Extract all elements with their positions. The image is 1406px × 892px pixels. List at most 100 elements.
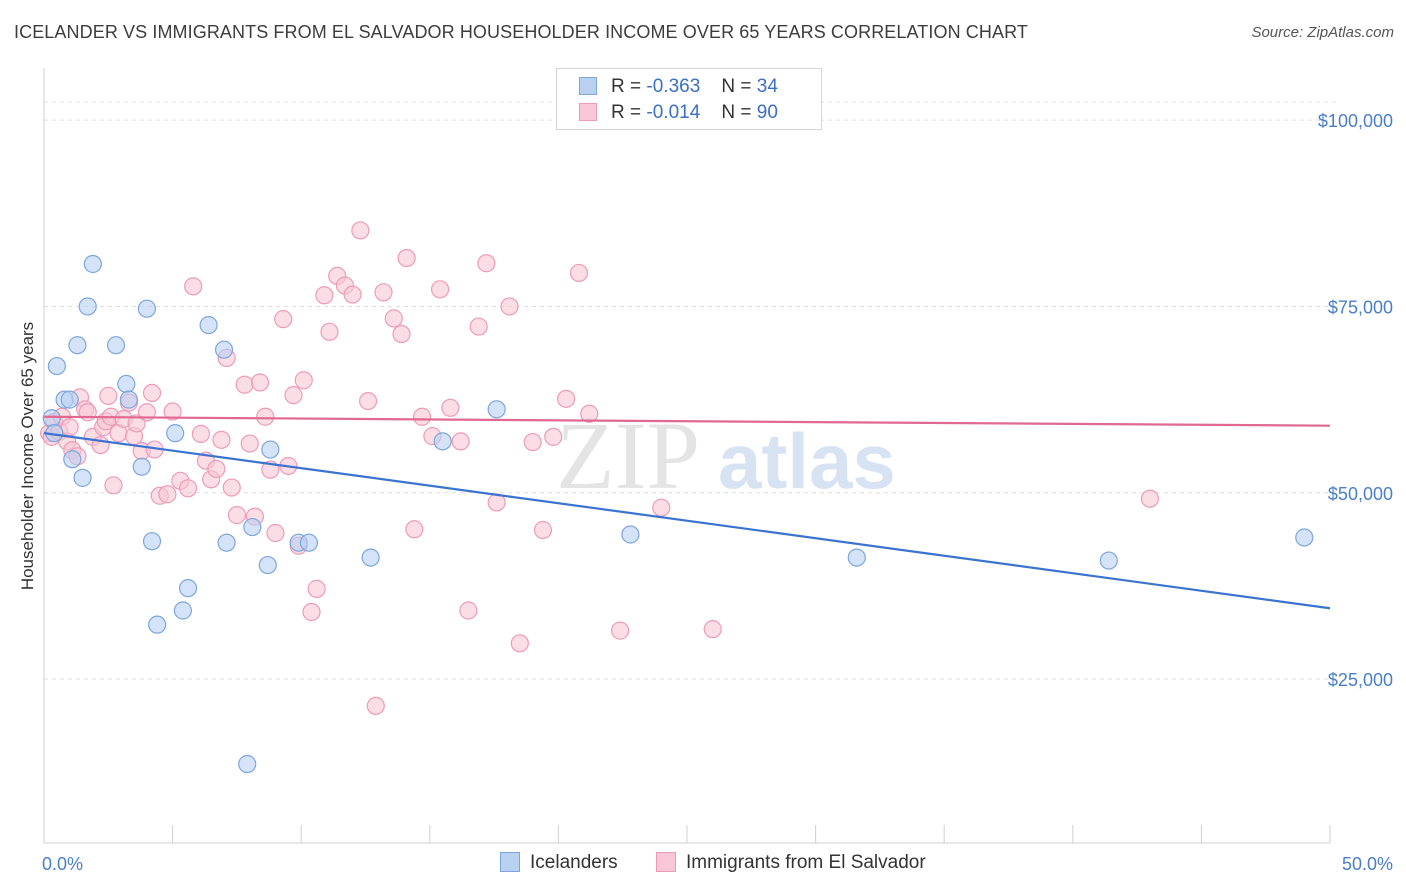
point-icelanders <box>68 336 87 355</box>
x-tick-label: 50.0% <box>1342 854 1393 874</box>
watermark-zip: ZIP <box>556 402 700 509</box>
point-el-salvador <box>374 283 393 302</box>
stats-legend: R = -0.363 N = 34 R = -0.014 N = 90 <box>556 68 822 130</box>
point-el-salvador <box>392 324 411 344</box>
axes <box>43 68 1331 844</box>
point-el-salvador <box>405 520 424 539</box>
point-el-salvador <box>557 389 576 408</box>
point-el-salvador <box>343 285 362 304</box>
point-el-salvador <box>235 375 254 394</box>
point-el-salvador <box>366 696 385 715</box>
x-tick-label: 0.0% <box>42 854 83 874</box>
point-icelanders <box>238 754 257 774</box>
point-el-salvador <box>459 601 478 620</box>
point-el-salvador <box>703 620 722 639</box>
point-icelanders <box>1295 528 1314 547</box>
trend-lines <box>43 415 1331 610</box>
point-el-salvador <box>78 403 97 422</box>
point-el-salvador <box>533 520 553 540</box>
point-icelanders <box>1099 551 1118 570</box>
legend-swatch-el-salvador <box>579 103 597 121</box>
legend-item-icelanders: Icelanders <box>500 852 618 874</box>
point-el-salvador <box>384 309 403 328</box>
point-icelanders <box>42 409 61 428</box>
legend-n-value-el-salvador: 90 <box>756 102 778 123</box>
point-icelanders <box>261 440 280 459</box>
point-el-salvador <box>158 485 177 504</box>
point-icelanders <box>166 424 185 443</box>
point-icelanders <box>63 450 82 469</box>
point-icelanders <box>243 517 262 537</box>
legend-row-el-salvador: R = -0.014 N = 90 <box>579 102 778 126</box>
point-icelanders <box>60 390 79 409</box>
legend-r-value-icelanders: -0.363 <box>646 76 701 97</box>
point-el-salvador <box>294 371 313 390</box>
point-el-salvador <box>227 506 246 525</box>
point-icelanders <box>178 579 198 598</box>
legend-label-icelanders: Icelanders <box>530 852 618 873</box>
legend-swatch-icelanders <box>579 77 597 95</box>
series-legend: Icelanders Immigrants from El Salvador <box>0 852 1406 878</box>
legend-row-icelanders: R = -0.363 N = 34 <box>579 76 778 100</box>
point-icelanders <box>148 615 167 634</box>
point-el-salvador <box>256 407 275 426</box>
y-tick-label: $50,000 <box>1328 484 1393 504</box>
point-el-salvador <box>207 459 226 479</box>
series-icelanders <box>42 254 1314 774</box>
point-el-salvador <box>104 476 123 495</box>
point-el-salvador <box>500 297 519 316</box>
point-el-salvador <box>315 286 334 305</box>
point-el-salvador <box>652 498 671 517</box>
point-el-salvador <box>240 434 259 453</box>
point-el-salvador <box>307 579 326 598</box>
point-el-salvador <box>580 404 599 423</box>
legend-swatch-icelanders <box>500 852 520 872</box>
tick-labels: $25,000 $50,000 $75,000 $100,000 0.0% 50.0% Ho… <box>18 111 1393 874</box>
legend-n-label: N = <box>721 102 752 123</box>
point-el-salvador <box>212 430 231 449</box>
point-icelanders <box>487 400 506 419</box>
point-icelanders <box>173 601 192 620</box>
point-icelanders <box>142 532 162 551</box>
point-icelanders <box>258 555 277 575</box>
point-el-salvador <box>477 254 496 273</box>
point-el-salvador <box>397 248 416 268</box>
watermark-atlas: atlas <box>718 417 896 505</box>
point-el-salvador <box>178 479 198 498</box>
watermark: ZIP atlas <box>556 402 896 509</box>
point-el-salvador <box>510 634 529 653</box>
point-el-salvador <box>569 263 589 283</box>
point-icelanders <box>132 457 151 476</box>
legend-n-label: N = <box>721 76 752 97</box>
point-el-salvador <box>191 424 210 443</box>
point-el-salvador <box>441 398 460 417</box>
point-icelanders <box>83 254 102 274</box>
point-el-salvador <box>60 418 79 437</box>
point-icelanders <box>433 432 452 451</box>
legend-label-el-salvador: Immigrants from El Salvador <box>686 852 926 873</box>
point-el-salvador <box>351 221 370 240</box>
point-el-salvador <box>163 402 182 421</box>
point-el-salvador <box>99 386 118 405</box>
point-el-salvador <box>266 523 285 543</box>
point-icelanders <box>137 299 156 318</box>
point-icelanders <box>621 525 640 544</box>
y-tick-label: $25,000 <box>1328 670 1393 690</box>
point-icelanders <box>73 468 92 487</box>
point-icelanders <box>199 315 218 335</box>
point-el-salvador <box>451 432 470 451</box>
point-el-salvador <box>274 310 293 329</box>
trend-line-icelanders <box>43 432 1331 610</box>
point-icelanders <box>361 548 380 567</box>
legend-item-el-salvador: Immigrants from El Salvador <box>656 852 926 874</box>
point-el-salvador <box>302 602 321 622</box>
y-tick-label: $75,000 <box>1328 297 1393 317</box>
point-icelanders <box>217 533 236 552</box>
point-el-salvador <box>127 414 146 433</box>
point-el-salvador <box>469 317 488 336</box>
y-axis-label: Householder Income Over 65 years <box>18 322 37 590</box>
legend-swatch-el-salvador <box>656 852 676 872</box>
y-tick-label: $100,000 <box>1318 111 1393 131</box>
point-el-salvador <box>523 432 542 452</box>
